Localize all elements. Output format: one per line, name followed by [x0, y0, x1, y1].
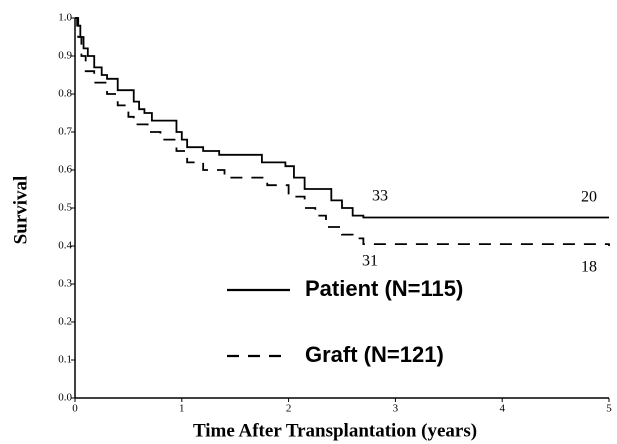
y-tick-label: 0.7	[58, 126, 72, 138]
x-axis-label: Time After Transplantation (years)	[193, 420, 477, 441]
x-tick-label: 3	[393, 403, 399, 415]
y-tick-label: 0.3	[58, 278, 72, 290]
legend-label: Graft (N=121)	[305, 342, 444, 367]
series-line	[75, 17, 610, 246]
y-tick-label: 0.0	[58, 392, 72, 404]
y-axis-label: Survival	[10, 176, 31, 245]
annotation: 20	[581, 189, 597, 206]
legend-label: Patient (N=115)	[305, 276, 463, 301]
y-tick-label: 0.8	[58, 88, 72, 100]
x-tick-label: 1	[179, 403, 185, 415]
annotation: 33	[372, 188, 388, 205]
annotation: 18	[581, 259, 597, 276]
y-tick-label: 0.6	[58, 164, 72, 176]
x-tick-label: 5	[606, 403, 612, 415]
y-tick-label: 1.0	[58, 12, 72, 24]
x-tick-label: 0	[72, 403, 78, 415]
series-line	[75, 17, 609, 219]
y-tick-label: 0.5	[58, 202, 72, 214]
y-tick-label: 0.4	[58, 240, 72, 252]
y-tick-label: 0.2	[58, 316, 72, 328]
annotation: 31	[362, 253, 378, 270]
y-tick-label: 0.1	[58, 354, 72, 366]
x-tick-label: 2	[286, 403, 292, 415]
y-tick-label: 0.9	[58, 50, 72, 62]
x-tick-label: 4	[499, 403, 505, 415]
